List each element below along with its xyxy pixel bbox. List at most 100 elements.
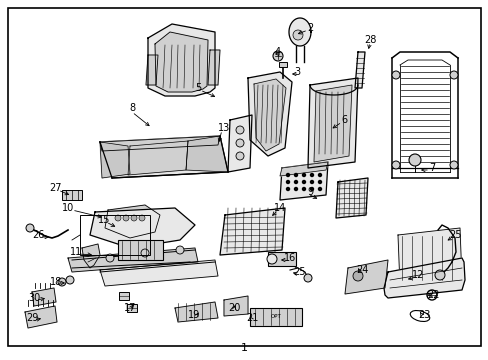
Polygon shape [354, 52, 364, 88]
Text: 20: 20 [227, 303, 240, 313]
Circle shape [123, 215, 129, 221]
Bar [249, 308, 302, 326]
Circle shape [115, 215, 121, 221]
Bar [279, 62, 286, 67]
Circle shape [391, 71, 399, 79]
Polygon shape [100, 142, 130, 178]
Text: 13: 13 [218, 123, 230, 133]
Circle shape [286, 174, 289, 176]
Circle shape [272, 51, 283, 61]
Polygon shape [253, 79, 285, 151]
Text: 22: 22 [427, 290, 439, 300]
Text: 21: 21 [245, 313, 258, 323]
Circle shape [304, 274, 311, 282]
Circle shape [318, 174, 321, 176]
Polygon shape [309, 85, 357, 95]
Polygon shape [335, 178, 367, 218]
Text: 3: 3 [293, 67, 300, 77]
Text: 1: 1 [240, 343, 247, 353]
Circle shape [302, 188, 305, 190]
Polygon shape [68, 248, 198, 272]
Text: 7: 7 [428, 163, 434, 173]
Polygon shape [32, 288, 56, 306]
Circle shape [434, 270, 444, 280]
Text: 18: 18 [50, 277, 62, 287]
Circle shape [408, 154, 420, 166]
Polygon shape [155, 32, 207, 92]
Polygon shape [148, 24, 215, 96]
Polygon shape [100, 136, 227, 178]
Circle shape [294, 188, 297, 190]
Circle shape [318, 188, 321, 190]
Text: 24: 24 [355, 265, 367, 275]
Text: 30: 30 [28, 293, 40, 303]
Circle shape [26, 224, 34, 232]
Polygon shape [383, 258, 464, 298]
Circle shape [302, 180, 305, 184]
Bar [119, 292, 129, 300]
Text: 8: 8 [129, 103, 135, 113]
Polygon shape [224, 296, 247, 316]
Circle shape [310, 174, 313, 176]
Circle shape [391, 161, 399, 169]
Polygon shape [397, 228, 461, 286]
Text: 15: 15 [98, 215, 110, 225]
Circle shape [266, 254, 276, 264]
Circle shape [294, 174, 297, 176]
Circle shape [294, 180, 297, 184]
Text: 25: 25 [448, 230, 460, 240]
Polygon shape [313, 85, 351, 162]
Text: 16: 16 [284, 253, 296, 263]
Polygon shape [100, 260, 218, 286]
Polygon shape [280, 162, 327, 200]
Bar [127, 304, 137, 312]
Circle shape [286, 180, 289, 184]
Text: 6: 6 [340, 115, 346, 125]
Polygon shape [247, 72, 291, 156]
Circle shape [139, 215, 145, 221]
Text: 25: 25 [293, 267, 305, 277]
Polygon shape [227, 115, 251, 172]
Polygon shape [207, 50, 220, 85]
Circle shape [236, 126, 244, 134]
Text: 23: 23 [417, 310, 429, 320]
Text: 28: 28 [363, 35, 375, 45]
Polygon shape [146, 55, 158, 85]
Text: 19: 19 [187, 310, 200, 320]
Circle shape [302, 174, 305, 176]
Circle shape [352, 271, 362, 281]
Polygon shape [25, 306, 57, 328]
Polygon shape [100, 136, 220, 151]
Circle shape [236, 152, 244, 160]
Circle shape [66, 276, 74, 284]
Polygon shape [105, 205, 160, 238]
Text: 10: 10 [62, 203, 74, 213]
Text: 9: 9 [306, 187, 312, 197]
Polygon shape [90, 208, 195, 248]
Text: 29: 29 [26, 313, 38, 323]
Text: 12: 12 [411, 270, 423, 280]
Circle shape [449, 71, 457, 79]
Polygon shape [185, 136, 227, 172]
Bar [80, 215, 150, 255]
Polygon shape [175, 302, 218, 322]
Polygon shape [82, 244, 100, 268]
Polygon shape [280, 162, 327, 176]
Circle shape [318, 180, 321, 184]
Text: OPT: OPT [270, 315, 281, 320]
Text: 26: 26 [32, 230, 44, 240]
Circle shape [310, 188, 313, 190]
Polygon shape [220, 208, 285, 255]
Text: 17: 17 [123, 303, 136, 313]
Bar [267, 252, 295, 266]
Text: 11: 11 [70, 247, 82, 257]
Circle shape [131, 215, 137, 221]
Text: 14: 14 [273, 203, 285, 213]
Polygon shape [345, 260, 387, 294]
Circle shape [58, 278, 66, 286]
Text: 27: 27 [50, 183, 62, 193]
Circle shape [310, 180, 313, 184]
Circle shape [176, 246, 183, 254]
Bar [62, 190, 82, 200]
Bar [118, 240, 163, 260]
